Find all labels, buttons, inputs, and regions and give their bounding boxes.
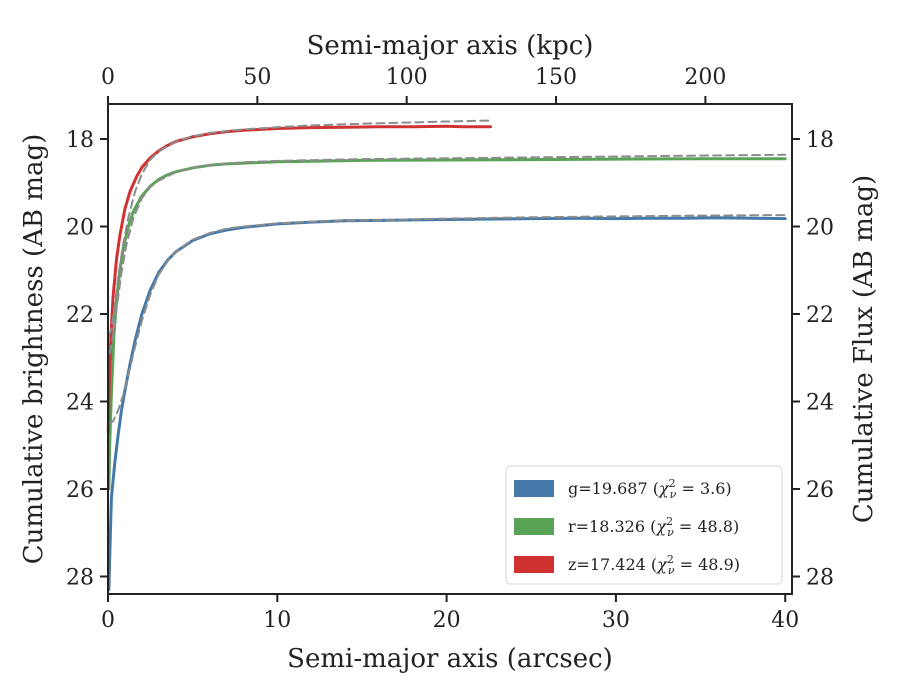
right-y-tick-label-5: 28 [806, 566, 834, 591]
model-line-4 [108, 153, 787, 355]
top-x-tick-label-3: 150 [535, 65, 577, 90]
x-tick-label-0: 0 [101, 608, 115, 633]
model-line-3 [108, 214, 787, 425]
legend-entry-2: z=17.424 (χ2 ν = 48.9) [568, 553, 740, 577]
x-tick-label-3: 30 [602, 608, 630, 633]
legend-entry-0: g=19.687 (χ2 ν = 3.6) [568, 477, 732, 501]
legend: g=19.687 (χ2 ν = 3.6) r=18.326 (χ2 ν = 48.8… [505, 465, 783, 585]
legend-box [505, 465, 783, 585]
right-y-tick-label-1: 20 [806, 216, 834, 241]
y-tick-label-0: 18 [66, 128, 94, 153]
top-x-tick-label-4: 200 [684, 65, 726, 90]
y-tick-label-3: 24 [66, 391, 94, 416]
y-tick-label-5: 28 [66, 566, 94, 591]
legend-swatch-1 [514, 518, 554, 535]
top-x-tick-label-0: 0 [101, 65, 115, 90]
legend-swatch-0 [514, 480, 554, 497]
right-y-tick-label-2: 22 [806, 303, 834, 328]
right-y-tick-label-0: 18 [806, 128, 834, 153]
x-tick-label-2: 20 [433, 608, 461, 633]
legend-entry-1: r=18.326 (χ2 ν = 48.8) [568, 515, 739, 539]
y-tick-label-2: 22 [66, 303, 94, 328]
ticks-layer: 0 10 20 30 40 0 50 100 150 200 18 18 20 20 22 22 24 24 26 2… [66, 65, 834, 633]
model-line-5 [107, 119, 492, 337]
y-tick-label-4: 26 [66, 478, 94, 503]
x-tick-label-1: 10 [263, 608, 291, 633]
plot-frame [107, 103, 793, 595]
series-layer [106, 119, 787, 592]
top-x-axis-label: Semi-major axis (kpc) [307, 31, 594, 61]
right-y-axis-label: Cumulative Flux (AB mag) [849, 175, 879, 523]
right-y-tick-label-4: 26 [806, 478, 834, 503]
top-x-tick-label-1: 50 [243, 65, 271, 90]
series-line-1 [107, 157, 787, 491]
x-tick-label-4: 40 [771, 608, 799, 633]
x-axis-label: Semi-major axis (arcsec) [287, 644, 613, 674]
legend-swatch-2 [514, 556, 554, 573]
right-y-tick-label-3: 24 [806, 391, 834, 416]
y-tick-label-1: 20 [66, 216, 94, 241]
series-line-2 [106, 124, 493, 434]
top-x-tick-label-2: 100 [386, 65, 428, 90]
y-axis-label: Cumulative brightness (AB mag) [19, 134, 49, 565]
